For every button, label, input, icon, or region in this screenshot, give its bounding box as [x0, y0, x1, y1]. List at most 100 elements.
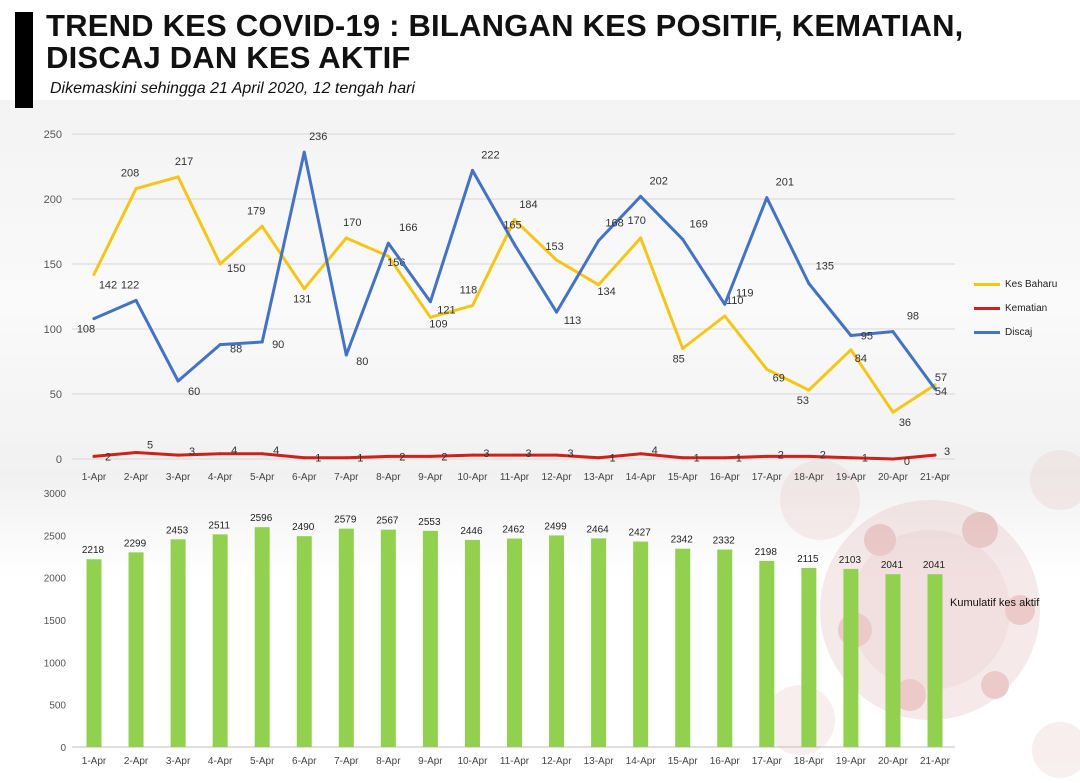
bar-value-label: 2342 [671, 535, 694, 546]
bar-chart-x-tick-label: 11-Apr [500, 756, 530, 767]
legend-label-kes-baharu: Kes Baharu [1005, 278, 1058, 290]
bar [128, 552, 144, 747]
data-point-kes-baharu [891, 410, 895, 414]
bar-chart-x-tick-label: 7-Apr [334, 756, 359, 767]
data-point-kes-baharu [218, 262, 222, 266]
data-label-discaj: 168 [605, 218, 623, 230]
legend-label-discaj: Discaj [1005, 326, 1033, 338]
data-label-kes-baharu: 134 [597, 286, 615, 298]
data-label-kes-baharu: 110 [726, 295, 744, 307]
bar-value-label: 2218 [82, 545, 105, 556]
bar-value-label: 2332 [713, 536, 736, 547]
bar-chart-x-tick-label: 10-Apr [457, 756, 488, 767]
data-point-kes-baharu [302, 287, 306, 291]
line-chart-legend: Kes Baharu Kematian Discaj [974, 272, 1057, 344]
bar-value-label: 2103 [839, 555, 862, 566]
bar-value-label: 2198 [755, 547, 778, 558]
bar-value-label: 2511 [208, 520, 230, 531]
data-point-kes-baharu [92, 272, 96, 276]
data-label-kematian: 3 [567, 448, 573, 460]
data-point-kes-baharu [597, 283, 601, 287]
data-point-kes-baharu [176, 175, 180, 179]
data-point-discaj [639, 194, 643, 198]
bar-chart-x-tick-label: 2-Apr [124, 756, 149, 767]
data-point-kematian [555, 453, 559, 457]
line-chart-x-tick-label: 7-Apr [334, 472, 359, 483]
data-label-kematian: 1 [357, 453, 363, 465]
data-label-kematian: 2 [778, 449, 784, 461]
data-point-kes-baharu [849, 348, 853, 352]
data-point-discaj [723, 302, 727, 306]
bar-chart-y-tick-label: 1500 [44, 616, 67, 627]
series-line-discaj [92, 150, 937, 391]
bar-chart-x-tick-label: 5-Apr [250, 756, 275, 767]
bar-value-label: 2596 [250, 513, 273, 524]
data-point-kematian [92, 454, 96, 458]
data-label-discaj: 121 [437, 305, 455, 317]
data-point-kes-baharu [723, 314, 727, 318]
data-point-discaj [555, 310, 559, 314]
data-point-kes-baharu [765, 367, 769, 371]
data-point-kes-baharu [681, 347, 685, 350]
bar [212, 534, 228, 747]
data-point-kes-baharu [807, 388, 811, 392]
legend-swatch-kes-baharu [974, 282, 1000, 286]
data-point-kematian [849, 456, 853, 460]
data-label-discaj: 135 [816, 261, 834, 273]
data-label-kematian: 3 [189, 446, 195, 458]
data-label-discaj: 166 [399, 222, 417, 234]
line-chart-x-tick-label: 9-Apr [418, 472, 443, 483]
data-point-kematian [513, 453, 516, 457]
line-chart-x-tick-label: 3-Apr [166, 472, 191, 483]
bar-chart-y-tick-label: 3000 [44, 489, 67, 500]
data-label-kematian: 1 [315, 453, 321, 465]
data-label-kematian: 0 [904, 456, 910, 468]
data-point-kes-baharu [386, 254, 390, 258]
title-line-1: TREND KES COVID-19 : BILANGAN KES POSITI… [46, 8, 964, 43]
bar [717, 549, 733, 747]
data-label-kes-baharu: 153 [545, 241, 563, 253]
bar [338, 528, 354, 747]
data-point-kes-baharu [513, 218, 516, 222]
bar-chart-legend: Kumulatif kes aktif [950, 597, 1040, 609]
line-chart-x-tick-label: 12-Apr [542, 472, 573, 483]
line-chart-x-tick-label: 6-Apr [292, 472, 317, 483]
line-chart-x-tick-label: 15-Apr [668, 472, 699, 483]
data-label-discaj: 119 [736, 287, 754, 299]
data-label-discaj: 222 [481, 149, 499, 161]
data-label-kematian: 1 [736, 453, 742, 465]
data-point-kes-baharu [555, 258, 559, 262]
bar [254, 527, 270, 747]
data-label-discaj: 88 [230, 344, 242, 356]
line-chart-x-tick-label: 18-Apr [794, 472, 825, 483]
bar-chart-x-tick-label: 3-Apr [166, 756, 191, 767]
page-subtitle: Dikemaskini sehingga 21 April 2020, 12 t… [50, 80, 415, 97]
bar [633, 541, 649, 747]
data-point-discaj [260, 340, 264, 344]
data-label-discaj: 108 [77, 324, 95, 336]
data-label-discaj: 236 [309, 131, 327, 143]
data-label-kematian: 5 [147, 440, 153, 452]
series-line-kes-baharu [92, 175, 937, 414]
legend-item-kes-baharu: Kes Baharu [974, 272, 1057, 296]
bar-value-label: 2553 [418, 517, 441, 528]
title-accent-bar [15, 12, 33, 108]
bar-chart-x-tick-label: 19-Apr [836, 756, 867, 767]
line-chart-y-tick-label: 50 [50, 389, 62, 401]
bar [170, 539, 186, 747]
bar [675, 548, 691, 747]
data-label-discaj: 95 [861, 331, 873, 343]
data-point-kes-baharu [639, 236, 643, 240]
data-label-kematian: 1 [862, 453, 868, 465]
data-label-kematian: 2 [441, 451, 447, 463]
line-chart-x-tick-label: 17-Apr [752, 472, 783, 483]
data-label-kes-baharu: 53 [797, 395, 809, 407]
bar [549, 535, 565, 747]
line-chart-x-tick-label: 10-Apr [457, 472, 488, 483]
data-point-kematian [681, 456, 685, 460]
data-label-discaj: 90 [272, 339, 284, 351]
data-label-kematian: 4 [273, 445, 279, 457]
bar-chart-y-tick-label: 0 [60, 743, 66, 754]
data-point-discaj [470, 168, 474, 172]
